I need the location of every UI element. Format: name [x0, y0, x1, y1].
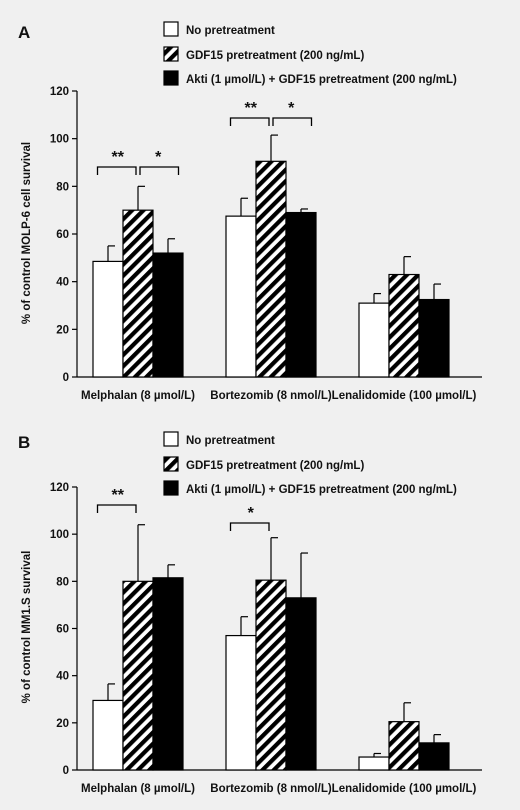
panel-b: B No pretreatment GDF15 pretreatment (20…	[18, 431, 482, 795]
bar-no-pretreatment	[358, 756, 390, 771]
legend-label-no-pretreatment: No pretreatment	[186, 435, 275, 447]
y-tick-label: 80	[56, 576, 69, 588]
bar-akti-gdf15	[418, 298, 450, 378]
y-tick-label: 120	[50, 86, 69, 98]
significance-bracket	[96, 166, 137, 175]
category-label: Melphalan (8 µmol/L)	[81, 390, 195, 402]
bar-gdf15	[255, 160, 287, 378]
panel-b-y-axis-label: % of control MM1.S survival	[21, 551, 33, 704]
y-tick-label: 60	[56, 624, 69, 636]
bar-no-pretreatment	[92, 260, 124, 378]
y-tick-label: 100	[50, 529, 69, 541]
panel-a-letter: A	[18, 23, 30, 42]
y-tick-label: 0	[63, 372, 69, 384]
bar-gdf15	[388, 273, 420, 378]
bar-akti-gdf15	[152, 577, 184, 771]
legend-label-gdf15: GDF15 pretreatment (200 ng/mL)	[186, 460, 364, 472]
y-tick-label: 0	[63, 765, 69, 777]
category-label: Bortezomib (8 nmol/L)	[210, 390, 332, 402]
significance-bracket	[229, 522, 270, 531]
y-tick-label: 120	[50, 482, 69, 494]
significance-bracket	[96, 504, 137, 513]
bar-gdf15	[122, 209, 154, 378]
bar-no-pretreatment	[225, 634, 257, 771]
bar-gdf15	[388, 721, 420, 771]
panel-a-y-axis-label: % of control MOLP-6 cell survival	[21, 142, 33, 324]
bar-no-pretreatment	[92, 699, 124, 771]
significance-label: **	[112, 149, 125, 166]
bar-akti-gdf15	[152, 252, 184, 378]
significance-bracket	[139, 166, 180, 175]
legend-label-gdf15: GDF15 pretreatment (200 ng/mL)	[186, 50, 364, 62]
y-tick-label: 100	[50, 134, 69, 146]
bar-gdf15	[122, 580, 154, 771]
bar-no-pretreatment	[358, 302, 390, 378]
panel-a: A No pretreatment GDF15 pretreatment (20…	[18, 21, 482, 402]
significance-label: *	[288, 100, 295, 117]
legend-swatch-black	[163, 70, 179, 86]
y-tick-label: 20	[56, 718, 69, 730]
bar-no-pretreatment	[225, 215, 257, 378]
legend-swatch-hatch	[163, 46, 179, 62]
legend-swatch-hatch	[163, 456, 179, 472]
y-tick-label: 60	[56, 229, 69, 241]
bar-akti-gdf15	[418, 742, 450, 771]
significance-label: *	[248, 505, 255, 522]
significance-bracket	[229, 117, 270, 126]
y-tick-label: 40	[56, 277, 69, 289]
significance-label: **	[245, 100, 258, 117]
y-tick-label: 20	[56, 324, 69, 336]
significance-label: *	[155, 149, 162, 166]
panel-b-letter: B	[18, 433, 30, 452]
legend-swatch-white	[163, 21, 179, 37]
significance-bracket	[272, 117, 313, 126]
legend-label-no-pretreatment: No pretreatment	[186, 25, 275, 37]
category-label: Lenalidomide (100 µmol/L)	[332, 783, 477, 795]
y-tick-label: 40	[56, 671, 69, 683]
y-tick-label: 80	[56, 181, 69, 193]
bar-akti-gdf15	[285, 211, 317, 378]
panel-a-legend: No pretreatment GDF15 pretreatment (200 …	[163, 21, 457, 86]
panel-b-legend: No pretreatment GDF15 pretreatment (200 …	[163, 431, 457, 496]
panel-b-plot: 0 20 40 60 80 100 120 Melphalan (8 µmol/L) Borte…	[50, 482, 482, 795]
category-label: Melphalan (8 µmol/L)	[81, 783, 195, 795]
significance-label: **	[112, 487, 125, 504]
legend-swatch-black	[163, 480, 179, 496]
category-label: Lenalidomide (100 µmol/L)	[332, 390, 477, 402]
bar-gdf15	[255, 579, 287, 771]
legend-swatch-white	[163, 431, 179, 447]
category-label: Bortezomib (8 nmol/L)	[210, 783, 332, 795]
legend-label-akti-gdf15: Akti (1 µmol/L) + GDF15 pretreatment (20…	[186, 74, 457, 86]
legend-label-akti-gdf15: Akti (1 µmol/L) + GDF15 pretreatment (20…	[186, 484, 457, 496]
bar-akti-gdf15	[285, 597, 317, 771]
panel-a-plot: 0 20 40 60 80 100 120 Melphalan (8 µmol/L) Borte…	[50, 86, 482, 402]
